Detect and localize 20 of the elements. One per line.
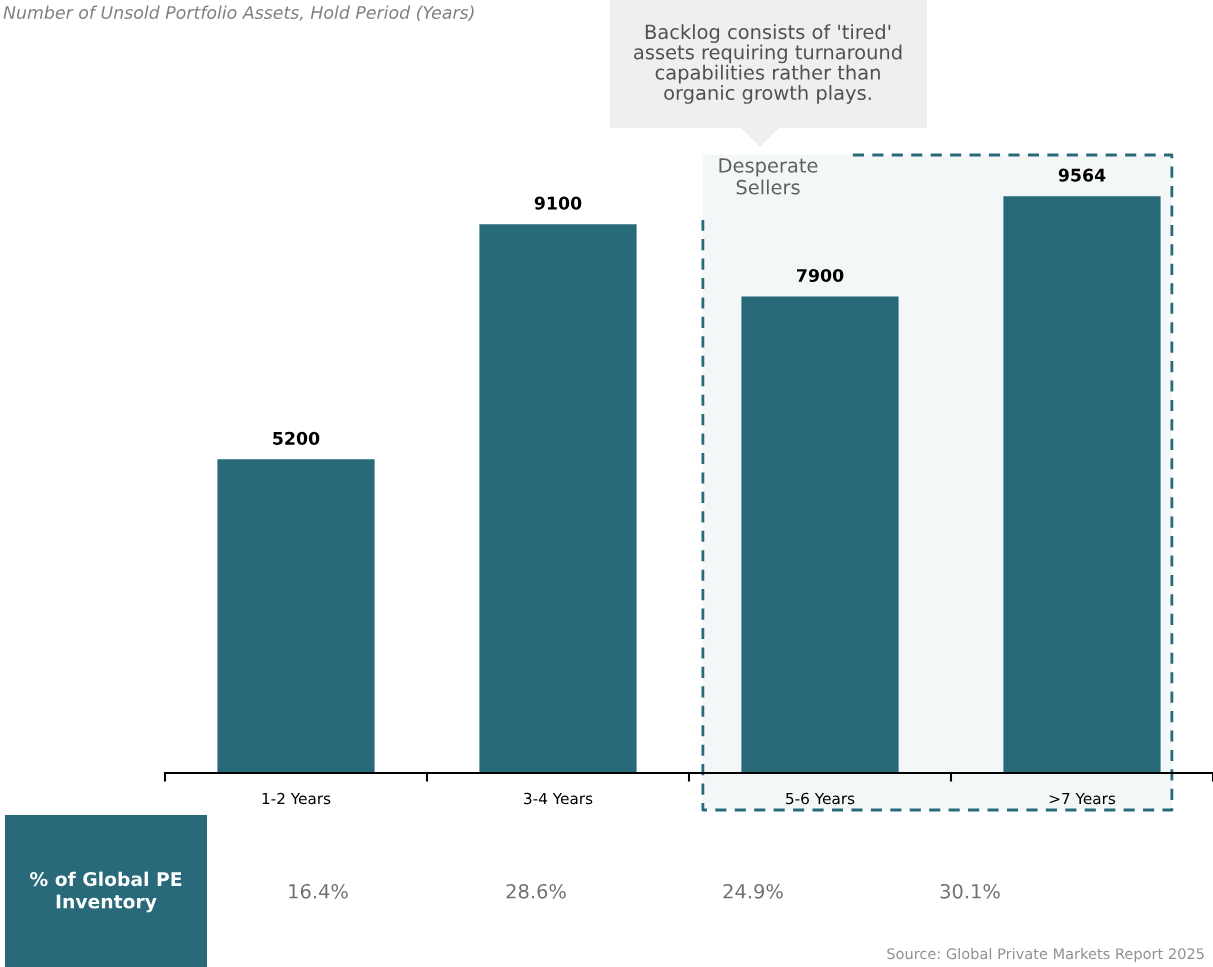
text: % of Global PE Inventory xyxy=(30,871,182,913)
x-tick-label: 1-2 Years xyxy=(262,792,331,805)
text: 30.1% xyxy=(940,883,1000,899)
data-label: 7900 xyxy=(797,268,844,283)
x-tick-label: >7 Years xyxy=(1049,792,1116,805)
text: Backlog consists of 'tired' assets requiring turnaround capabilities rather than organic growth plays. xyxy=(634,24,902,104)
x-tick-label: 5-6 Years xyxy=(786,792,855,805)
data-label: 9100 xyxy=(534,196,582,210)
bar xyxy=(217,459,375,773)
x-tick-label: 3-4 Years xyxy=(524,792,593,805)
text: 28.6% xyxy=(506,883,566,899)
text: 16.4% xyxy=(289,883,348,899)
chart-title: Number of Unsold Portfolio Assets, Hold Period (Years) xyxy=(3,5,474,22)
text: 24.9% xyxy=(723,883,783,899)
bar xyxy=(741,296,899,773)
bar xyxy=(479,224,637,773)
source-note: Source: Global Private Markets Report 2025 xyxy=(887,947,1204,963)
data-label: 5200 xyxy=(273,431,320,445)
band-label: Desperate Sellers xyxy=(719,158,818,195)
data-label: 9564 xyxy=(1058,168,1106,182)
